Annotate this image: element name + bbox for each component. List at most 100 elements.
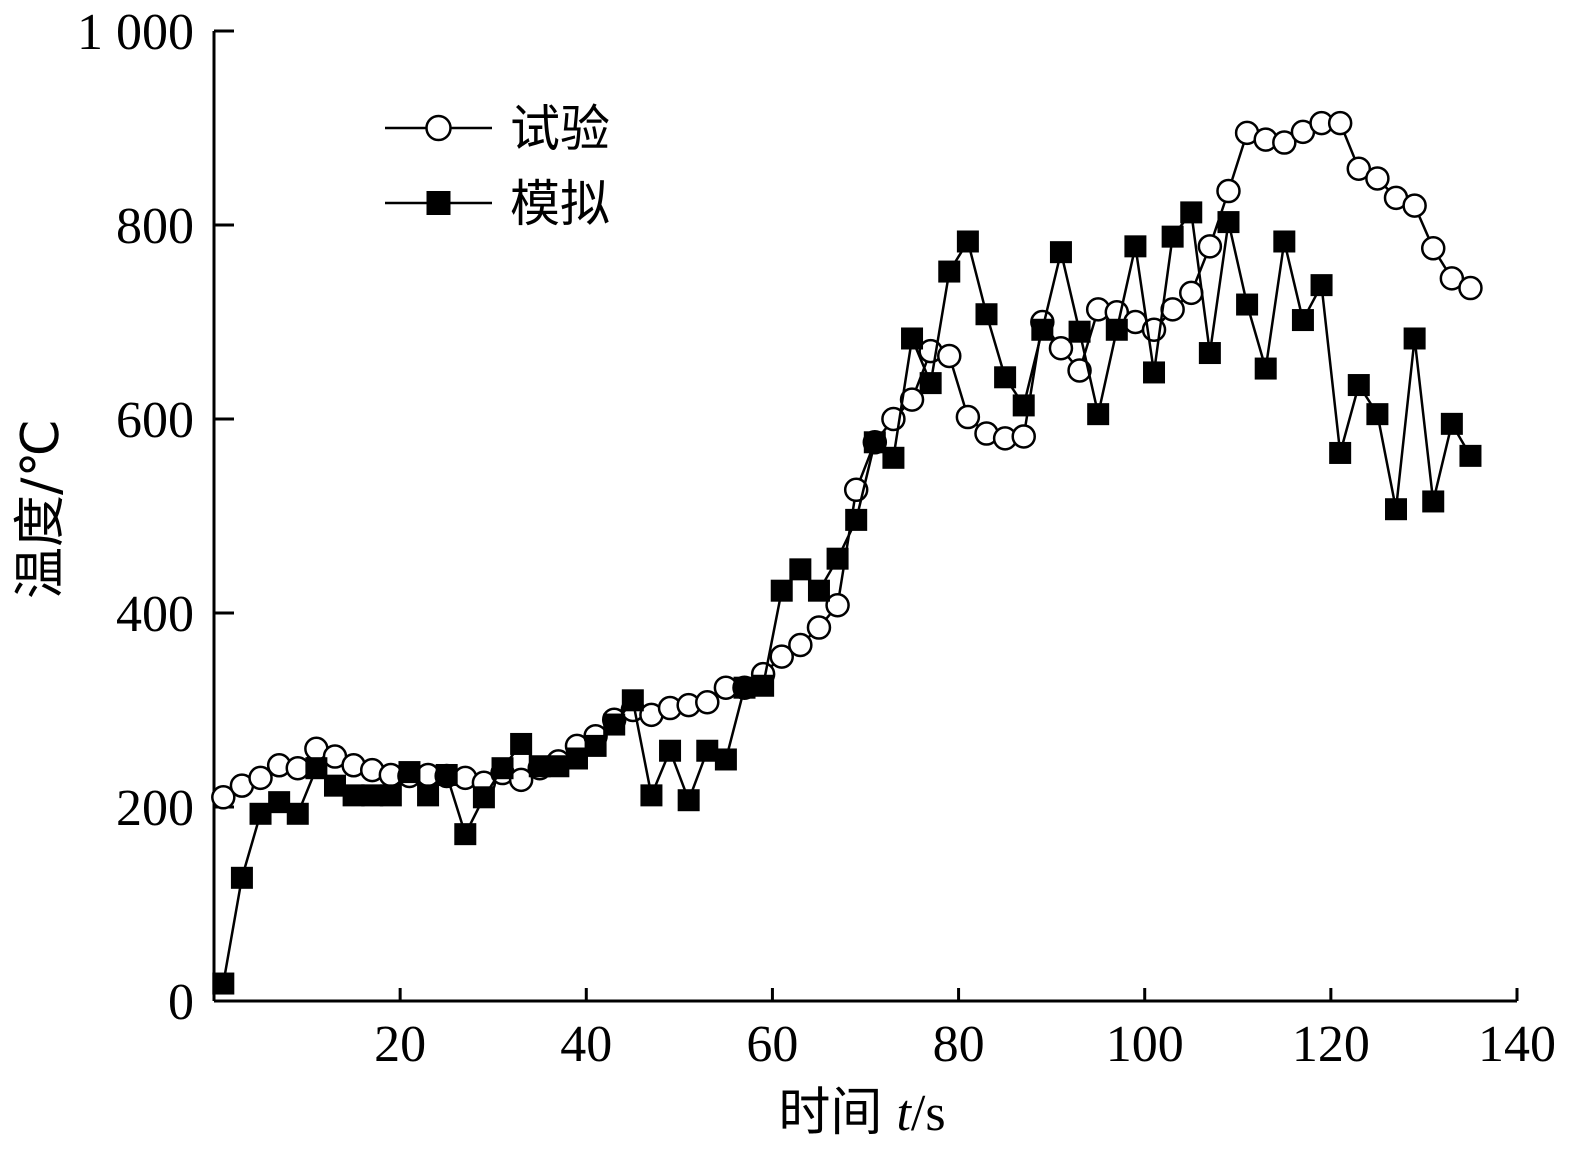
data-point-square xyxy=(454,823,477,846)
data-point-circle xyxy=(1439,266,1465,291)
series-line xyxy=(222,121,1472,799)
data-point-square xyxy=(212,972,235,995)
data-point-square xyxy=(361,784,384,807)
data-point-circle xyxy=(211,785,236,810)
data-point-square xyxy=(1273,230,1296,253)
y-tick-label: 400 xyxy=(116,586,194,643)
data-point-square xyxy=(901,327,924,350)
data-point-circle xyxy=(825,592,850,618)
data-point-circle xyxy=(1011,424,1036,449)
data-point-square xyxy=(752,674,775,697)
data-point-square xyxy=(826,547,849,570)
data-point-circle xyxy=(1179,280,1204,306)
data-point-square xyxy=(1068,320,1091,343)
legend-item: 试验 xyxy=(385,100,610,158)
x-tick-label: 100 xyxy=(1106,1016,1184,1073)
x-tick-label: 40 xyxy=(560,1016,612,1073)
data-point-circle xyxy=(1048,335,1074,361)
data-point-square xyxy=(323,774,346,797)
data-point-square xyxy=(696,739,719,762)
data-point-square xyxy=(677,789,700,812)
data-point-square xyxy=(1031,318,1054,341)
data-point-square xyxy=(603,713,626,736)
data-point-circle xyxy=(788,632,813,658)
legend-item: 模拟 xyxy=(385,175,610,233)
data-point-square xyxy=(249,802,272,825)
data-point-square xyxy=(379,784,402,807)
data-point-square xyxy=(1105,318,1128,341)
x-axis-title: 时间 t/s xyxy=(778,1083,945,1143)
series-layer xyxy=(211,110,1483,995)
data-point-square xyxy=(845,508,868,531)
data-point-square xyxy=(1124,235,1147,258)
data-point-square xyxy=(1087,403,1110,426)
data-point-circle xyxy=(248,765,273,791)
data-point-square xyxy=(659,739,682,762)
data-point-square xyxy=(435,763,458,786)
data-point-square xyxy=(714,748,737,771)
data-point-square xyxy=(398,761,421,784)
data-point-circle xyxy=(1402,193,1427,218)
data-point-circle xyxy=(1458,275,1483,301)
data-point-square xyxy=(789,558,812,581)
y-tick-label: 1 000 xyxy=(77,4,194,61)
series-2 xyxy=(212,201,1482,995)
data-point-square xyxy=(286,802,309,825)
data-point-square xyxy=(956,230,979,253)
axes xyxy=(212,31,1517,1003)
data-point-square xyxy=(1217,211,1240,234)
data-point-square xyxy=(1403,327,1426,350)
data-point-square xyxy=(1422,490,1445,513)
y-axis-title: 温度/℃ xyxy=(11,419,71,599)
legend-label: 模拟 xyxy=(510,175,610,233)
data-point-square xyxy=(305,757,328,780)
data-point-square xyxy=(807,579,830,602)
x-ticks: 20 40 60 80 100 120 140 xyxy=(374,988,1556,1073)
data-point-circle xyxy=(769,644,794,669)
series-1 xyxy=(211,110,1483,810)
legend-marker xyxy=(425,114,452,142)
data-point-square xyxy=(230,866,253,889)
data-point-square xyxy=(640,784,663,807)
x-axis-title-unit: /s xyxy=(911,1085,946,1142)
data-point-square xyxy=(1329,441,1352,464)
data-point-square xyxy=(491,757,514,780)
data-point-square xyxy=(565,747,588,770)
data-point-square xyxy=(863,431,886,454)
x-axis-title-var: t xyxy=(896,1085,912,1142)
data-point-circle xyxy=(1365,166,1390,191)
data-point-square xyxy=(510,732,533,755)
data-point-circle xyxy=(1216,178,1241,204)
data-point-circle xyxy=(1197,234,1223,259)
data-point-square xyxy=(417,784,440,807)
data-point-square xyxy=(1254,357,1277,380)
x-tick-label: 20 xyxy=(374,1016,426,1073)
x-axis-title-text: 时间 xyxy=(778,1083,882,1143)
x-tick-label: 80 xyxy=(933,1016,985,1073)
data-point-circle xyxy=(955,404,981,430)
data-point-square xyxy=(919,372,942,395)
data-point-circle xyxy=(1327,110,1353,136)
data-point-square xyxy=(547,755,570,778)
data-point-square xyxy=(1291,309,1314,332)
data-point-circle xyxy=(695,689,720,715)
data-point-circle xyxy=(508,767,534,793)
data-point-square xyxy=(994,366,1017,389)
data-point-square xyxy=(268,791,291,814)
data-point-circle xyxy=(806,615,832,640)
data-point-square xyxy=(1236,293,1259,316)
data-point-square xyxy=(1012,394,1035,417)
data-point-circle xyxy=(937,343,962,369)
data-point-square xyxy=(1143,361,1166,384)
x-tick-label: 140 xyxy=(1478,1016,1556,1073)
data-point-square xyxy=(882,446,905,469)
y-ticks: 0 200 400 600 800 1 000 xyxy=(77,4,234,1031)
y-tick-label: 800 xyxy=(116,198,194,255)
data-point-square xyxy=(1049,241,1072,264)
data-point-square xyxy=(733,676,756,699)
data-point-square xyxy=(1366,403,1389,426)
data-point-square xyxy=(1180,201,1203,224)
data-point-square xyxy=(528,755,551,778)
data-point-square xyxy=(975,303,998,326)
